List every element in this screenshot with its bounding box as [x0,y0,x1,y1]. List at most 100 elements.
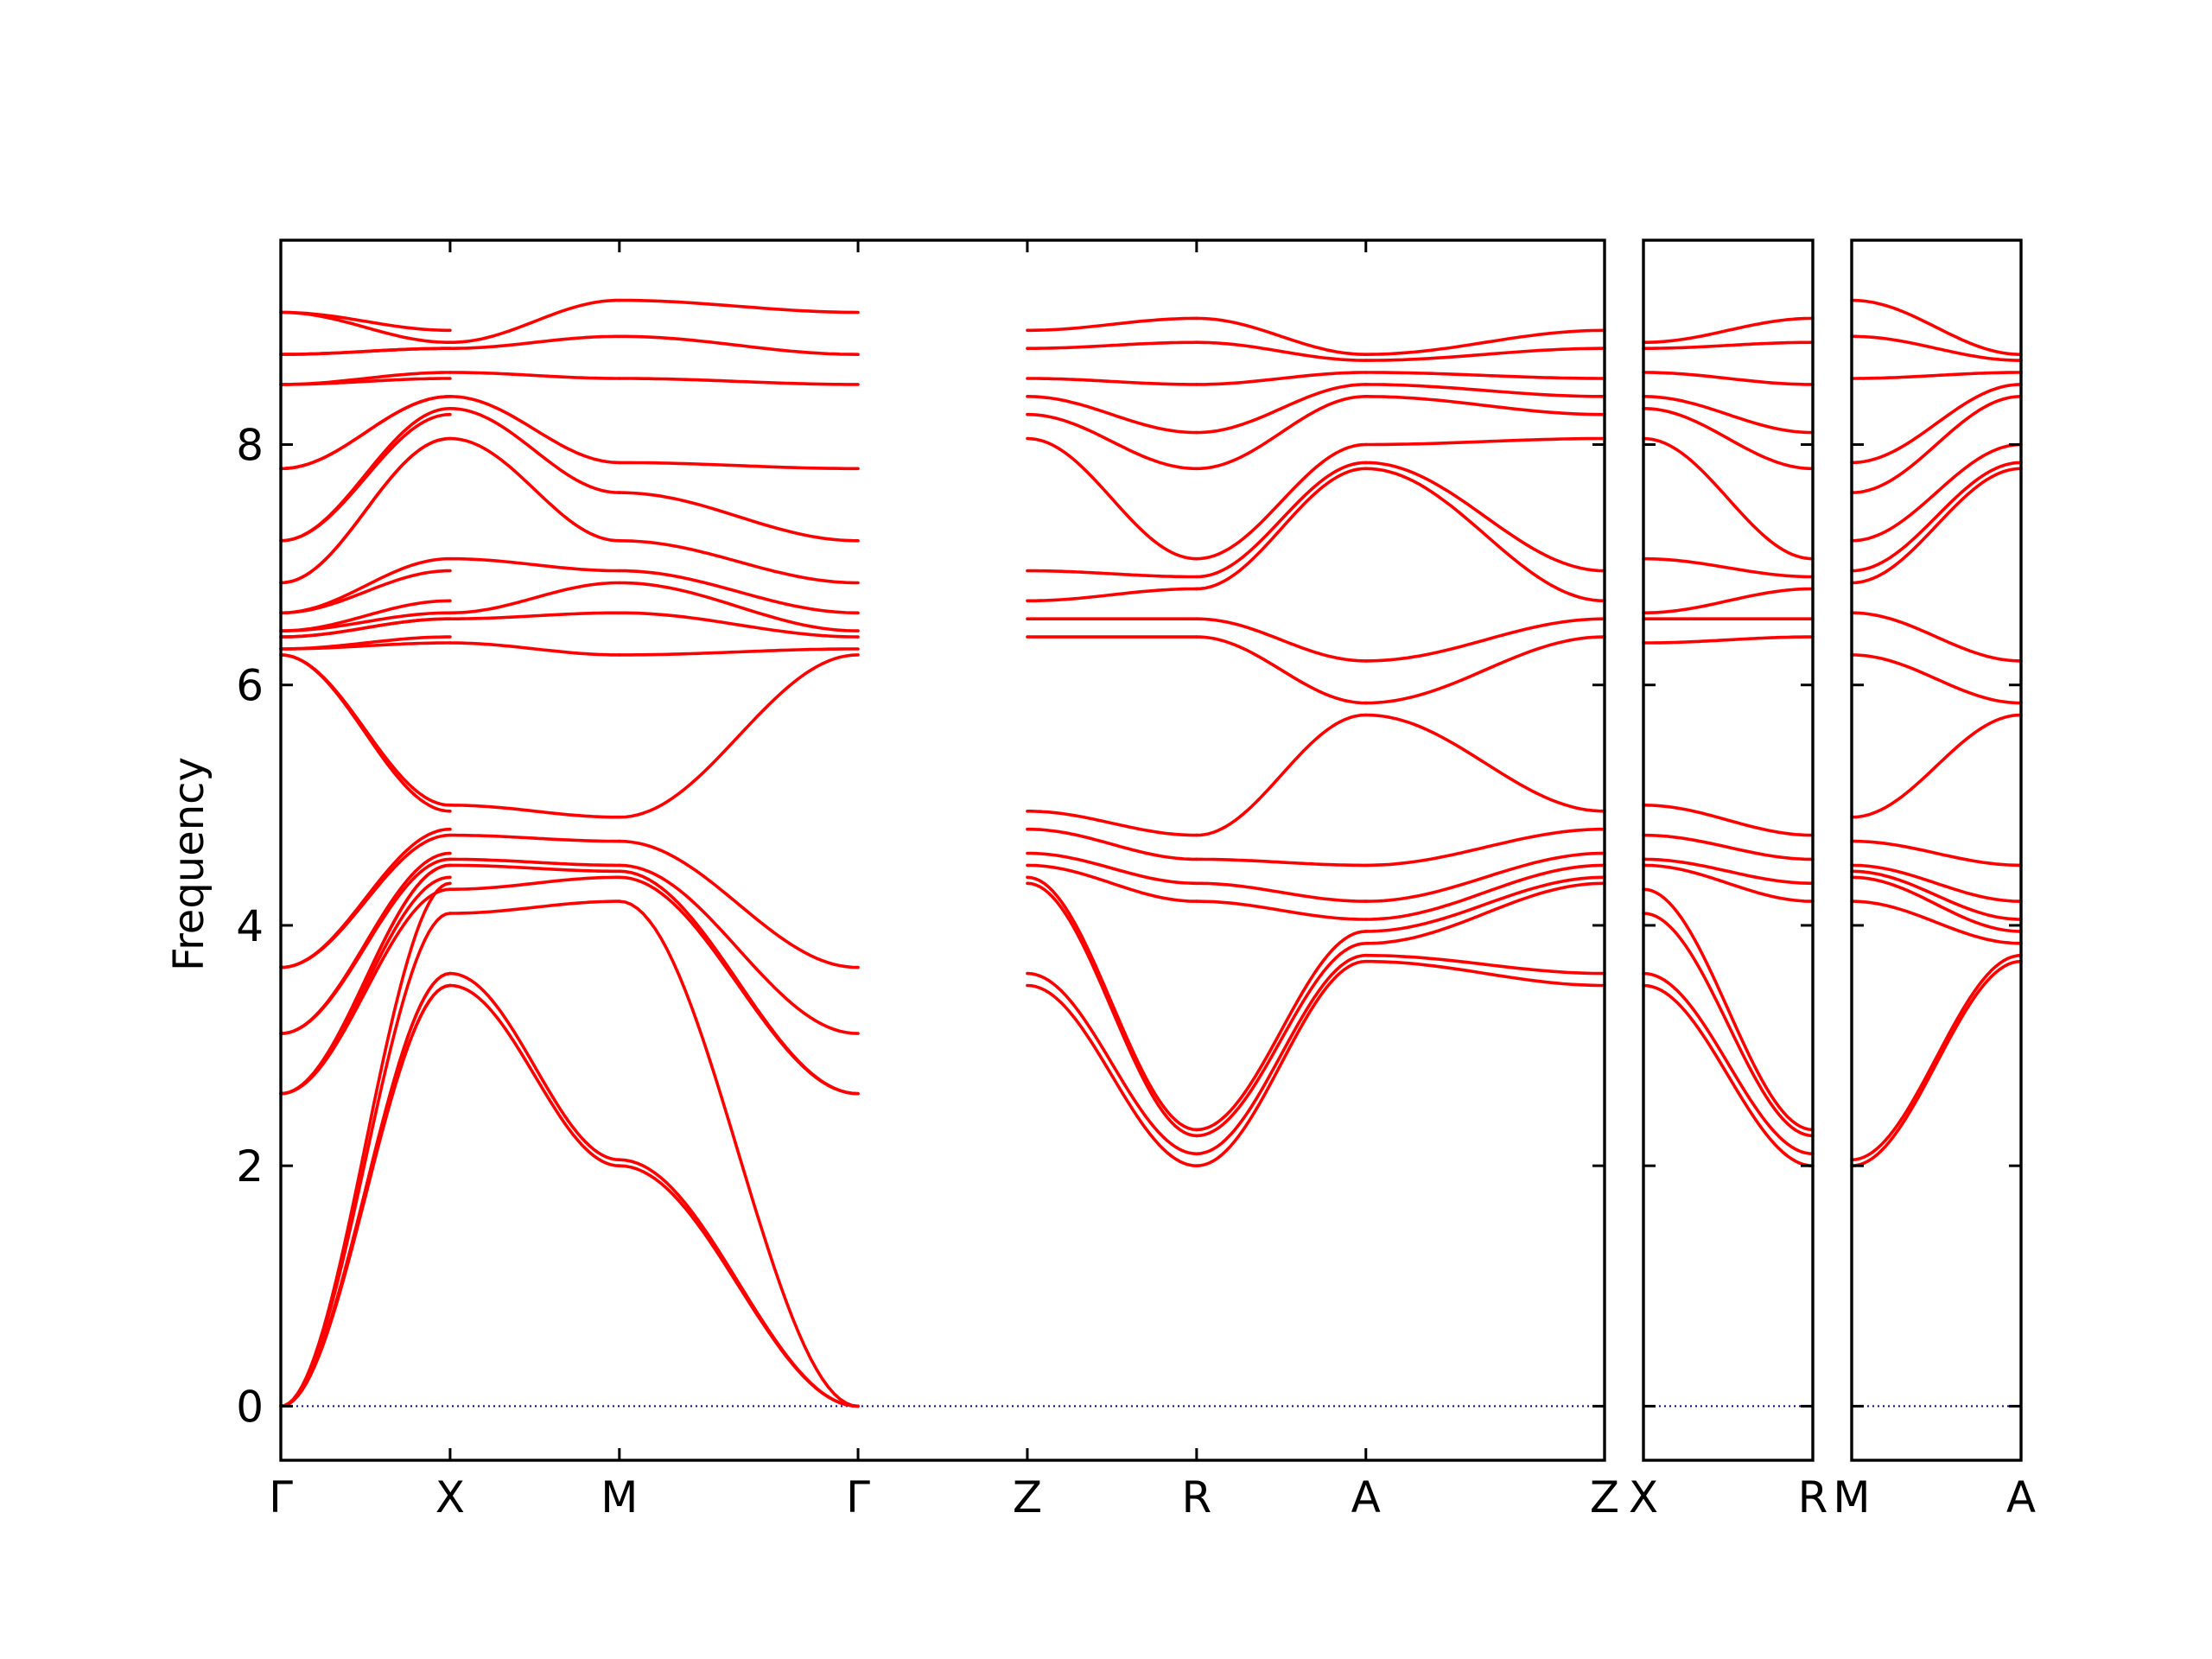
band-13-R-A [1195,442,1368,561]
y-tick-label: 4 [236,901,264,951]
band-2-Γ-Z [279,971,452,1408]
band-16-M-Γ [618,377,860,386]
band-4-Z-R [1026,875,1198,1132]
band-2-X-M [448,971,621,1161]
band-6-M-A [1850,863,2023,903]
band-12-X-M [448,556,621,573]
band-7-Γ-Z [279,827,452,969]
band-12-M-A [1850,461,2023,573]
band-10-R-A [1195,617,1368,663]
band-15-R-A [1195,383,1368,435]
band-13-A-Z [1364,436,1606,447]
band-7-R-A [1195,857,1368,868]
band-3-M-Γ [618,899,860,1408]
band-10-Γ-Z [279,617,452,639]
band-18-Γ-Z [279,310,452,333]
band-5-A-Z [1364,863,1606,921]
band-18-M-A [1850,298,2023,356]
band-14-Γ-X [279,407,452,543]
band-18-R-A [1195,316,1368,356]
band-3-R-A [1195,942,1368,1138]
band-16-X-R [1642,371,1815,386]
band-5-Γ-Z [279,863,452,1096]
band-15-M-Γ [618,461,860,471]
band-11-X-M [448,581,621,615]
band-1-R-A [1195,959,1368,1167]
band-4-A-Z [1364,875,1606,933]
band-4-M-A [1850,875,2023,933]
band-18-Z-R [1026,316,1198,333]
band-2-A-Z [1364,953,1606,976]
band-6-Γ-Z [279,851,452,1035]
band-13-Γ-Z [279,436,452,585]
band-1-X-R [1642,983,1815,1167]
x-tick-label: Z [1590,1472,1619,1522]
y-tick-label: 2 [236,1141,264,1192]
band-15-A-Z [1364,383,1606,398]
band-1-A-Z [1364,959,1606,988]
band-5-R-A [1195,899,1368,921]
x-tick-label: M [601,1472,638,1522]
x-tick-label: R [1798,1472,1828,1522]
x-tick-label: Γ [269,1472,293,1522]
band-11-X-R [1642,587,1815,615]
band-8-M-A [1850,713,2023,819]
band-8-M-Γ [618,653,860,819]
band-2-M-A [1850,953,2023,1161]
band-5-M-Γ [618,869,860,1096]
band-18-M-Γ [618,298,860,315]
band-15-Z-R [1026,395,1198,435]
band-10-M-A [1850,611,2023,663]
band-13-Z-R [1026,436,1198,561]
band-2-R-A [1195,953,1368,1156]
band-9-A-Z [1364,635,1606,705]
band-14-R-A [1195,395,1368,471]
band-10-A-Z [1364,617,1606,663]
band-15-X-M [448,395,621,465]
band-12-A-Z [1364,461,1606,573]
y-axis-label: Frequency [165,757,213,971]
band-13-M-A [1850,442,2023,543]
band-9-X-R [1642,635,1815,645]
band-5-X-M [448,863,621,874]
band-11-Γ-Z [279,599,452,632]
band-12-R-A [1195,461,1368,579]
band-16-M-A [1850,371,2023,380]
y-tick-label: 8 [236,420,264,470]
band-5-M-A [1850,869,2023,921]
y-tick-label: 0 [236,1382,264,1432]
band-1-X-M [448,983,621,1167]
band-11-A-Z [1364,467,1606,603]
band-3-X-R [1642,912,1815,1138]
x-tick-label: X [1629,1472,1658,1522]
band-7-M-Γ [618,839,860,969]
band-7-M-A [1850,839,2023,868]
band-11-M-Γ [618,581,860,632]
x-tick-label: A [2006,1472,2036,1522]
x-tick-label: X [435,1472,465,1522]
band-18-A-Z [1364,328,1606,356]
band-17-M-A [1850,334,2023,362]
band-9-R-A [1195,635,1368,705]
band-4-X-R [1642,887,1815,1132]
band-13-X-M [448,436,621,543]
band-5-Z-R [1026,863,1198,903]
band-13-M-Γ [618,539,860,585]
band-8-X-M [448,804,621,819]
band-6-Z-R [1026,851,1198,886]
band-7-Z-R [1026,827,1198,861]
band-3-Z-R [1026,881,1198,1138]
band-17-X-M [448,334,621,350]
band-6-X-R [1642,857,1815,886]
band-13-X-R [1642,436,1815,561]
y-axis: 0 2 4 6 8 [236,420,264,1432]
band-8-R-A [1195,713,1368,837]
panel-frame [1850,238,2023,1462]
x-tick-label: A [1351,1472,1381,1522]
band-14-A-Z [1364,395,1606,416]
band-15-Γ-Z [279,395,452,471]
band-10-M-Γ [618,611,860,639]
x-tick-label: M [1833,1472,1870,1522]
band-18-X-R [1642,316,1815,344]
